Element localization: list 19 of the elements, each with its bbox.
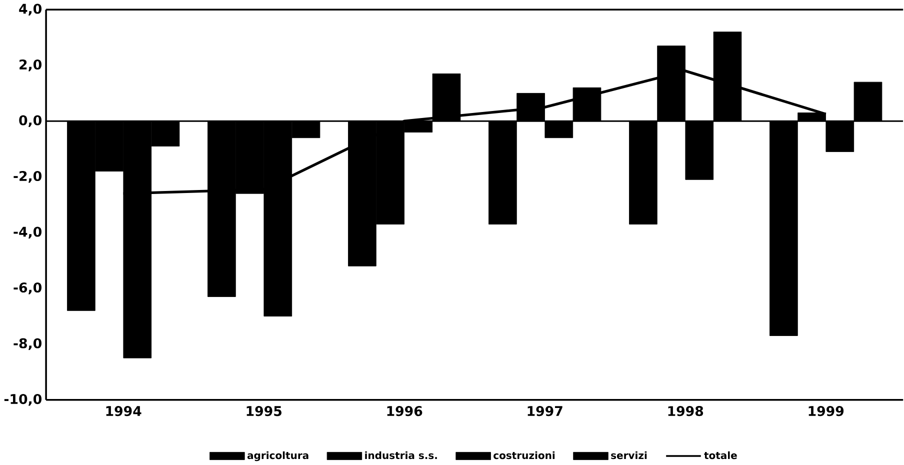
legend-label: servizi — [611, 451, 647, 460]
x-tick-label: 1996 — [387, 406, 422, 416]
legend-label: totale — [704, 451, 737, 460]
x-tick-label: 1995 — [246, 406, 282, 416]
legend-label: industria s.s. — [365, 451, 437, 460]
y-tick-label: -2,0 — [14, 170, 42, 183]
x-tick-label: 1998 — [668, 406, 704, 416]
y-tick-label: 4,0 — [19, 4, 42, 16]
legend-label: costruzioni — [494, 451, 555, 460]
x-tick-label: 1997 — [528, 406, 562, 416]
x-tick-label: 1994 — [106, 406, 142, 416]
x-tick-label: 1999 — [808, 406, 844, 416]
y-tick-label: -10,0 — [4, 394, 42, 406]
y-tick-label: -8,0 — [14, 338, 42, 350]
y-tick-label: 2,0 — [20, 59, 42, 72]
y-tick-label: 0,0 — [19, 115, 42, 127]
y-tick-label: -6,0 — [14, 282, 42, 294]
y-tick-label: -4,0 — [14, 226, 42, 238]
legend-label: agricoltura — [247, 451, 308, 462]
